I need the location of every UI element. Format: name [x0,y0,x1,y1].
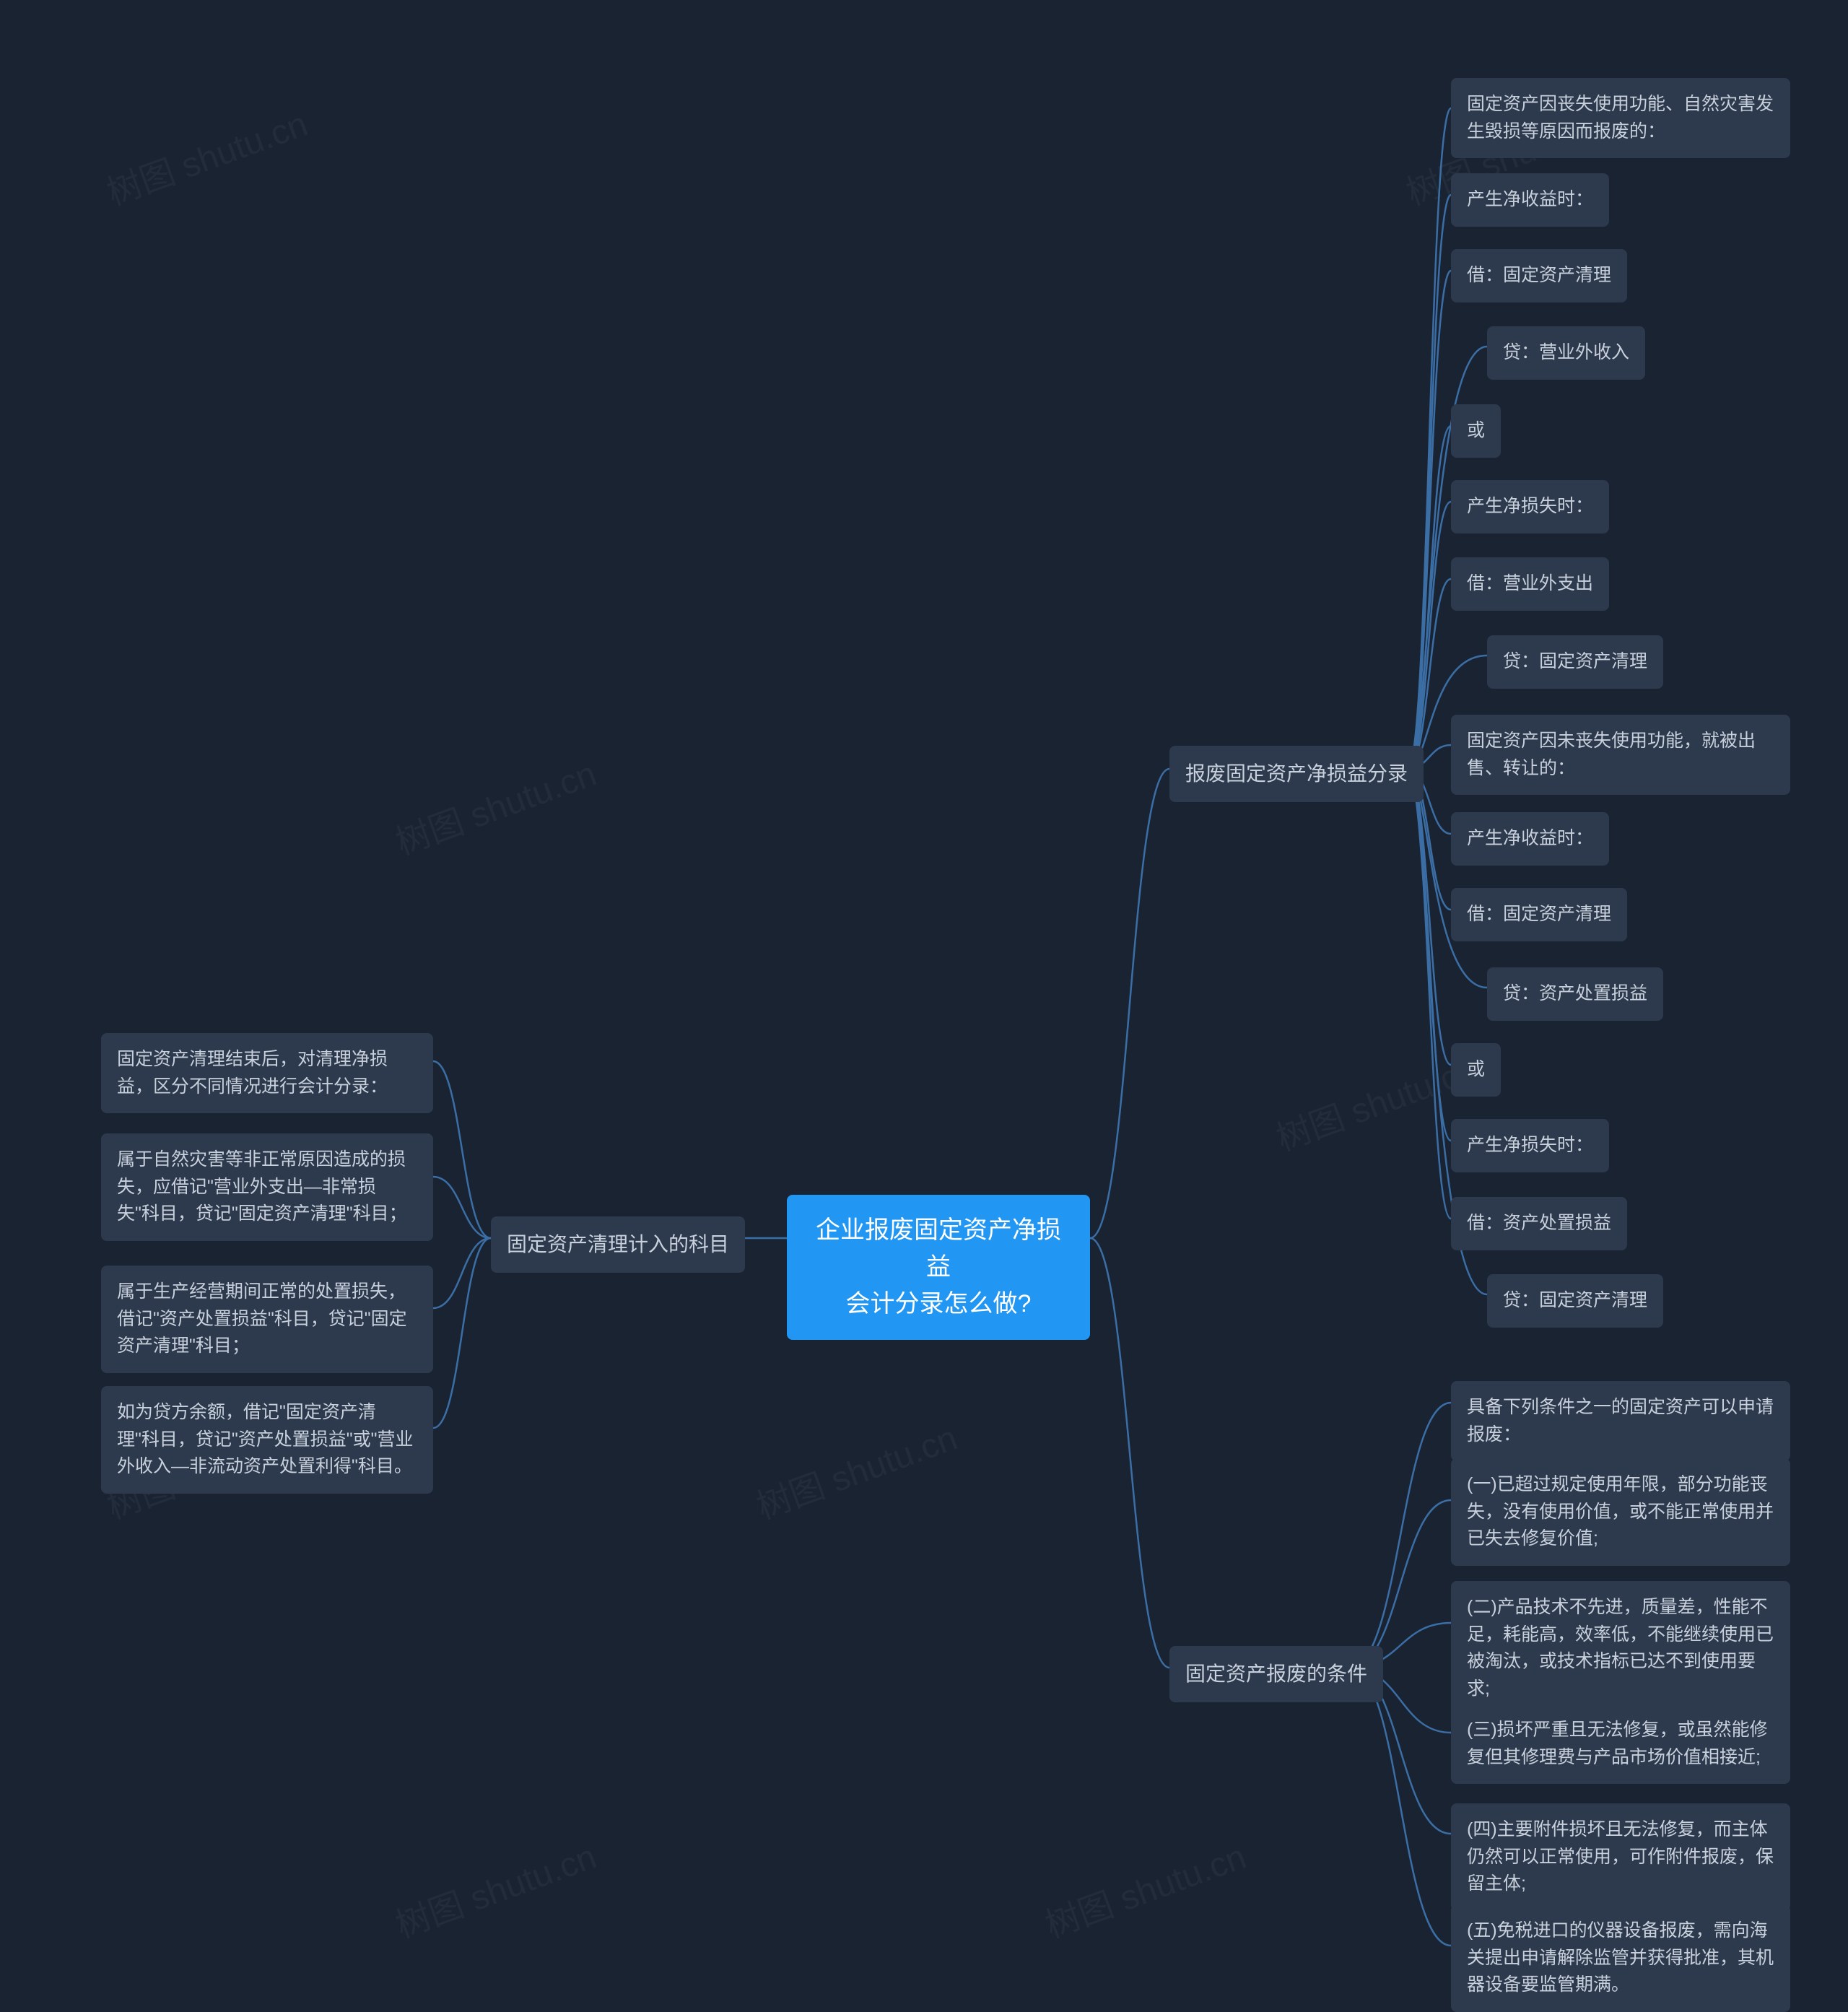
right-branch-2-node[interactable]: 固定资产报废的条件 [1169,1646,1383,1702]
left-leaf-1[interactable]: 属于自然灾害等非正常原因造成的损失，应借记"营业外支出—非常损失"科目，贷记"固… [101,1133,433,1241]
right2-leaf-3[interactable]: (三)损坏严重且无法修复，或虽然能修复但其修理费与产品市场价值相接近; [1451,1704,1790,1784]
right2-leaf-4[interactable]: (四)主要附件损坏且无法修复，而主体仍然可以正常使用，可作附件报废，保留主体; [1451,1803,1790,1911]
right1-leaf-2[interactable]: 借：固定资产清理 [1451,249,1627,302]
watermark: 树图 shutu.cn [388,1828,602,1947]
right1-leaf-12[interactable]: 或 [1451,1043,1501,1097]
right1-leaf-13[interactable]: 产生净损失时： [1451,1119,1609,1172]
right1-leaf-6[interactable]: 借：营业外支出 [1451,557,1609,611]
right1-leaf-14[interactable]: 借：资产处置损益 [1451,1197,1627,1250]
watermark: 树图 shutu.cn [388,745,602,864]
right1-leaf-11[interactable]: 贷：资产处置损益 [1487,967,1663,1021]
right1-leaf-1[interactable]: 产生净收益时： [1451,173,1609,227]
right1-leaf-5[interactable]: 产生净损失时： [1451,480,1609,534]
right1-leaf-8[interactable]: 固定资产因未丧失使用功能，就被出售、转让的： [1451,715,1790,795]
right1-leaf-0[interactable]: 固定资产因丧失使用功能、自然灾害发生毁损等原因而报废的： [1451,78,1790,158]
right-branch-1-node[interactable]: 报废固定资产净损益分录 [1169,746,1424,802]
right1-leaf-3[interactable]: 贷：营业外收入 [1487,326,1645,380]
right1-leaf-10[interactable]: 借：固定资产清理 [1451,888,1627,941]
right2-leaf-1[interactable]: (一)已超过规定使用年限，部分功能丧失，没有使用价值，或不能正常使用并已失去修复… [1451,1458,1790,1566]
left-leaf-0[interactable]: 固定资产清理结束后，对清理净损益，区分不同情况进行会计分录： [101,1033,433,1113]
root-line1: 企业报废固定资产净损益 [808,1212,1068,1286]
watermark: 树图 shutu.cn [1037,1828,1252,1947]
right1-leaf-7[interactable]: 贷：固定资产清理 [1487,635,1663,689]
watermark: 树图 shutu.cn [99,95,313,214]
left-leaf-3[interactable]: 如为贷方余额，借记"固定资产清理"科目，贷记"资产处置损益"或"营业外收入—非流… [101,1386,433,1494]
right2-leaf-0[interactable]: 具备下列条件之一的固定资产可以申请报废： [1451,1381,1790,1461]
right1-leaf-4[interactable]: 或 [1451,404,1501,458]
right2-leaf-5[interactable]: (五)免税进口的仪器设备报废，需向海关提出申请解除监管并获得批准，其机器设备要监… [1451,1904,1790,2012]
left-branch-node[interactable]: 固定资产清理计入的科目 [491,1216,745,1273]
root-node[interactable]: 企业报废固定资产净损益 会计分录怎么做? [787,1195,1090,1340]
left-leaf-2[interactable]: 属于生产经营期间正常的处置损失，借记"资产处置损益"科目，贷记"固定资产清理"科… [101,1266,433,1373]
right2-leaf-2[interactable]: (二)产品技术不先进，质量差，性能不足，耗能高，效率低，不能继续使用已被淘汰，或… [1451,1581,1790,1715]
right1-leaf-9[interactable]: 产生净收益时： [1451,812,1609,866]
watermark: 树图 shutu.cn [749,1409,963,1528]
root-line2: 会计分录怎么做? [808,1286,1068,1323]
right1-leaf-15[interactable]: 贷：固定资产清理 [1487,1274,1663,1328]
